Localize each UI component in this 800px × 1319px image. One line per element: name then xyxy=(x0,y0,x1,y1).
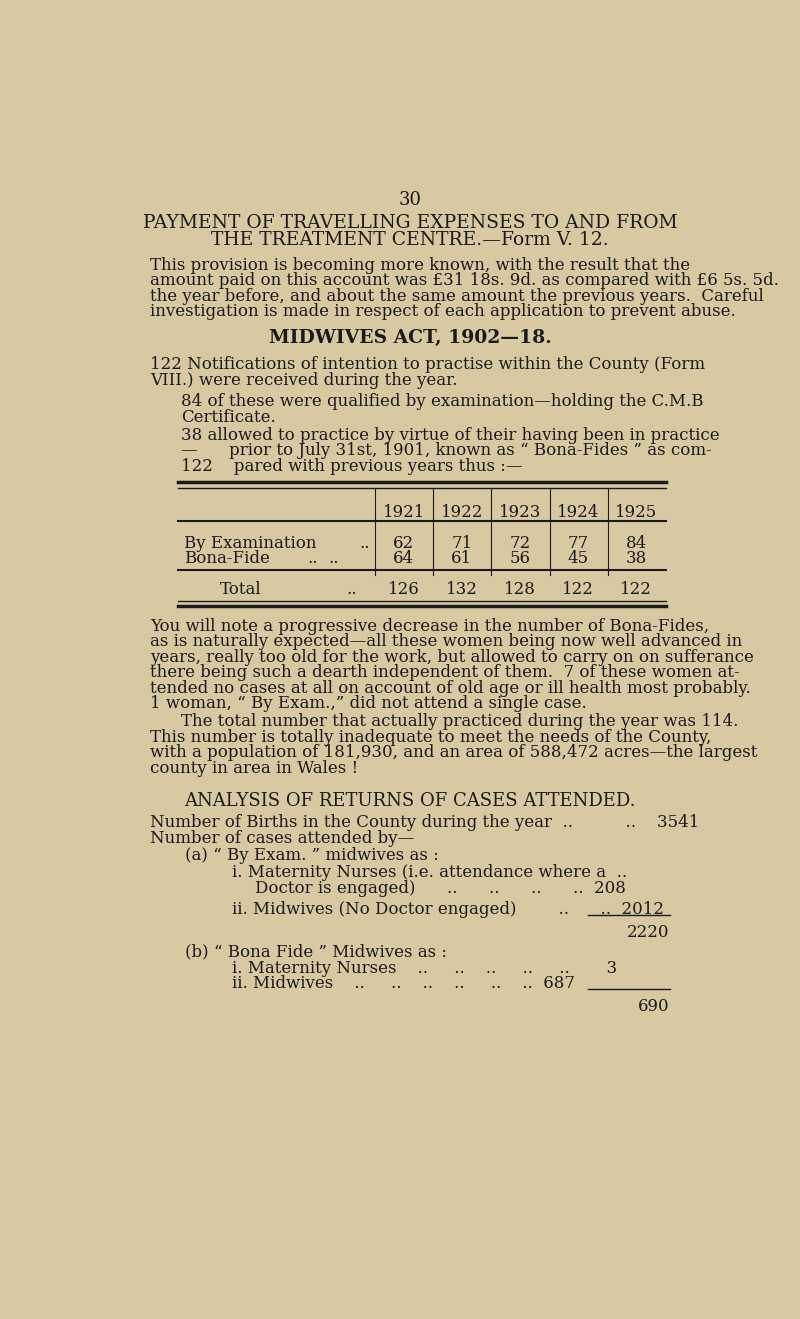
Text: amount paid on this account was £31 18s. 9d. as compared with £6 5s. 5d.: amount paid on this account was £31 18s.… xyxy=(150,272,779,289)
Text: You will note a progressive decrease in the number of Bona-Fides,: You will note a progressive decrease in … xyxy=(150,619,710,634)
Text: ANALYSIS OF RETURNS OF CASES ATTENDED.: ANALYSIS OF RETURNS OF CASES ATTENDED. xyxy=(184,791,636,810)
Text: 56: 56 xyxy=(510,550,530,567)
Text: MIDWIVES ACT, 1902—18.: MIDWIVES ACT, 1902—18. xyxy=(269,330,551,347)
Text: Certificate.: Certificate. xyxy=(182,409,276,426)
Text: i. Maternity Nurses (i.e. attendance where a  ..: i. Maternity Nurses (i.e. attendance whe… xyxy=(232,864,627,881)
Text: 84 of these were qualified by examination—holding the C.M.B: 84 of these were qualified by examinatio… xyxy=(182,393,704,410)
Text: 71: 71 xyxy=(451,534,473,551)
Text: Number of cases attended by—: Number of cases attended by— xyxy=(150,831,414,848)
Text: 122 Notifications of intention to practise within the County (Form: 122 Notifications of intention to practi… xyxy=(150,356,706,373)
Text: ii. Midwives (No Doctor engaged)        ..      ..  2012: ii. Midwives (No Doctor engaged) .. .. 2… xyxy=(232,901,664,918)
Text: 30: 30 xyxy=(398,191,422,208)
Text: 122: 122 xyxy=(620,580,652,598)
Text: Doctor is engaged)      ..      ..      ..      ..  208: Doctor is engaged) .. .. .. .. 208 xyxy=(255,880,626,897)
Text: Number of Births in the County during the year  ..          ..    3541: Number of Births in the County during th… xyxy=(150,814,700,831)
Text: 84: 84 xyxy=(626,534,647,551)
Text: 690: 690 xyxy=(638,998,670,1016)
Text: THE TREATMENT CENTRE.—Form V. 12.: THE TREATMENT CENTRE.—Form V. 12. xyxy=(211,231,609,249)
Text: 77: 77 xyxy=(567,534,589,551)
Text: 1 woman, “ By Exam.,” did not attend a single case.: 1 woman, “ By Exam.,” did not attend a s… xyxy=(150,695,587,712)
Text: 38: 38 xyxy=(626,550,647,567)
Text: By Examination: By Examination xyxy=(184,534,316,551)
Text: i. Maternity Nurses    ..     ..    ..     ..     ..       3: i. Maternity Nurses .. .. .. .. .. 3 xyxy=(232,960,617,977)
Text: with a population of 181,930, and an area of 588,472 acres—the largest: with a population of 181,930, and an are… xyxy=(150,744,758,761)
Text: 61: 61 xyxy=(451,550,473,567)
Text: This provision is becoming more known, with the result that the: This provision is becoming more known, w… xyxy=(150,257,690,274)
Text: (a) “ By Exam. ” midwives as :: (a) “ By Exam. ” midwives as : xyxy=(186,847,439,864)
Text: tended no cases at all on account of old age or ill health most probably.: tended no cases at all on account of old… xyxy=(150,679,751,696)
Text: 64: 64 xyxy=(394,550,414,567)
Text: there being such a dearth independent of them.  7 of these women at-: there being such a dearth independent of… xyxy=(150,665,740,681)
Text: ..: .. xyxy=(308,550,318,567)
Text: ..: .. xyxy=(329,550,339,567)
Text: ii. Midwives    ..     ..    ..    ..     ..    ..  687: ii. Midwives .. .. .. .. .. .. 687 xyxy=(232,975,574,992)
Text: 132: 132 xyxy=(446,580,478,598)
Text: —      prior to July 31st, 1901, known as “ Bona-Fides ” as com-: — prior to July 31st, 1901, known as “ B… xyxy=(182,442,712,459)
Text: PAYMENT OF TRAVELLING EXPENSES TO AND FROM: PAYMENT OF TRAVELLING EXPENSES TO AND FR… xyxy=(142,214,678,232)
Text: the year before, and about the same amount the previous years.  Careful: the year before, and about the same amou… xyxy=(150,288,764,305)
Text: 62: 62 xyxy=(394,534,414,551)
Text: 45: 45 xyxy=(568,550,589,567)
Text: 72: 72 xyxy=(510,534,530,551)
Text: 122    pared with previous years thus :—: 122 pared with previous years thus :— xyxy=(182,458,523,475)
Text: 1922: 1922 xyxy=(441,504,483,521)
Text: 128: 128 xyxy=(504,580,536,598)
Text: ..: .. xyxy=(346,580,357,598)
Text: years, really too old for the work, but allowed to carry on on sufferance: years, really too old for the work, but … xyxy=(150,649,754,666)
Text: 1923: 1923 xyxy=(499,504,542,521)
Text: 126: 126 xyxy=(388,580,420,598)
Text: This number is totally inadequate to meet the needs of the County,: This number is totally inadequate to mee… xyxy=(150,729,712,745)
Text: 1925: 1925 xyxy=(615,504,658,521)
Text: as is naturally expected—all these women being now well advanced in: as is naturally expected—all these women… xyxy=(150,633,742,650)
Text: (b) “ Bona Fide ” Midwives as :: (b) “ Bona Fide ” Midwives as : xyxy=(186,943,447,960)
Text: 1924: 1924 xyxy=(557,504,599,521)
Text: Bona-Fide: Bona-Fide xyxy=(184,550,270,567)
Text: 38 allowed to practice by virtue of their having been in practice: 38 allowed to practice by virtue of thei… xyxy=(182,427,720,445)
Text: ..: .. xyxy=(360,534,370,551)
Text: 122: 122 xyxy=(562,580,594,598)
Text: 1921: 1921 xyxy=(382,504,425,521)
Text: county in area in Wales !: county in area in Wales ! xyxy=(150,760,358,777)
Text: Total: Total xyxy=(220,580,262,598)
Text: The total number that actually practiced during the year was 114.: The total number that actually practiced… xyxy=(182,714,738,731)
Text: VIII.) were received during the year.: VIII.) were received during the year. xyxy=(150,372,458,389)
Text: investigation is made in respect of each application to prevent abuse.: investigation is made in respect of each… xyxy=(150,303,736,321)
Text: 2220: 2220 xyxy=(627,925,670,942)
